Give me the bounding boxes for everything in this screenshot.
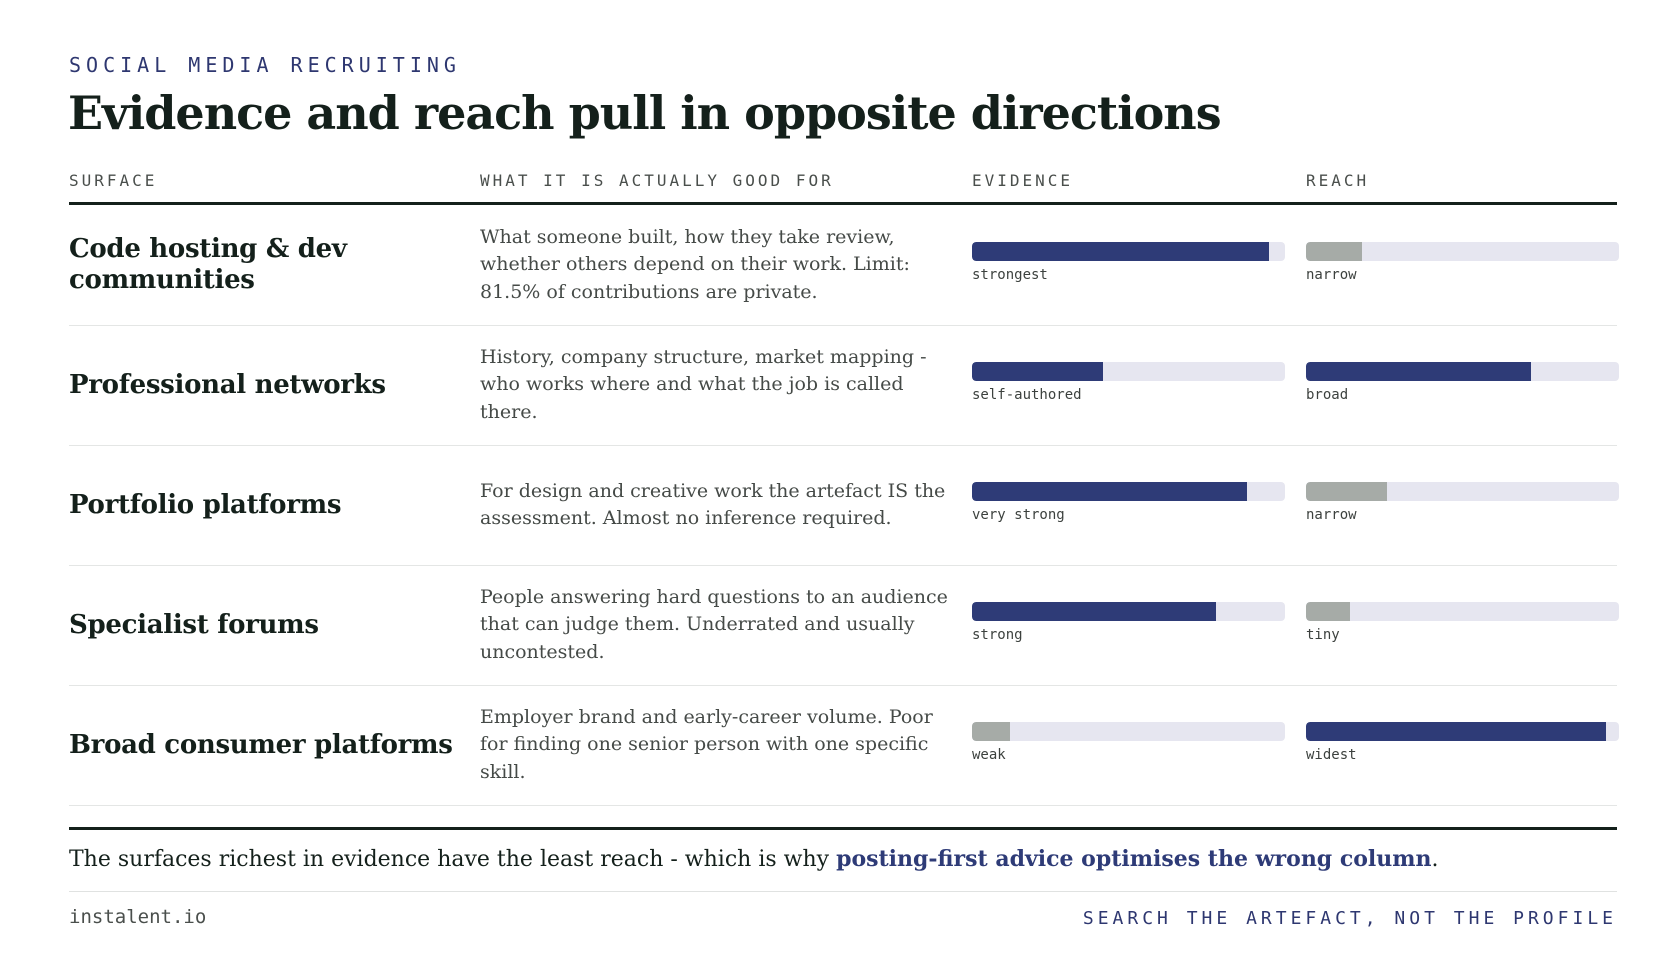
column-header-evidence: EVIDENCE bbox=[972, 171, 1074, 190]
reach-bar bbox=[1306, 242, 1619, 261]
surface-description: For design and creative work the artefac… bbox=[480, 479, 946, 530]
evidence-bar-fill bbox=[972, 242, 1270, 261]
reach-bar bbox=[1306, 362, 1619, 381]
evidence-label: weak bbox=[972, 747, 1006, 763]
reach-label: widest bbox=[1306, 747, 1357, 763]
reach-label: narrow bbox=[1306, 507, 1357, 523]
summary-rule bbox=[69, 827, 1617, 830]
reach-bar-fill bbox=[1306, 482, 1388, 501]
footer-rule bbox=[69, 891, 1617, 892]
reach-bar-fill bbox=[1306, 362, 1532, 381]
header-rule bbox=[69, 202, 1617, 205]
column-header-surface: SURFACE bbox=[69, 171, 158, 190]
site-name: instalent.io bbox=[69, 906, 207, 928]
surface-description: Employer brand and early-career volume. … bbox=[480, 705, 933, 783]
summary-lead: The surfaces richest in evidence have th… bbox=[69, 847, 837, 872]
surface-name: Portfolio platforms bbox=[69, 489, 342, 520]
reach-label: narrow bbox=[1306, 267, 1357, 283]
table-row: Portfolio platforms For design and creat… bbox=[69, 445, 1619, 566]
evidence-bar bbox=[972, 722, 1285, 741]
kicker: SOCIAL MEDIA RECRUITING bbox=[69, 53, 461, 77]
evidence-bar-fill bbox=[972, 482, 1248, 501]
surface-name: Professional networks bbox=[69, 369, 386, 400]
evidence-bar bbox=[972, 242, 1285, 261]
column-header-good-for: WHAT IT IS ACTUALLY GOOD FOR bbox=[480, 171, 834, 190]
evidence-label: strong bbox=[972, 627, 1023, 643]
evidence-bar bbox=[972, 482, 1285, 501]
surface-name: Code hosting & dev communities bbox=[69, 234, 347, 295]
table-row: Specialist forums People answering hard … bbox=[69, 565, 1619, 686]
evidence-label: self-authored bbox=[972, 387, 1082, 403]
reach-bar bbox=[1306, 602, 1619, 621]
surface-name: Specialist forums bbox=[69, 609, 319, 640]
page-title: Evidence and reach pull in opposite dire… bbox=[68, 86, 1222, 140]
evidence-label: very strong bbox=[972, 507, 1065, 523]
reach-bar-fill bbox=[1306, 602, 1350, 621]
table-row: Professional networks History, company s… bbox=[69, 325, 1619, 446]
surface-description: What someone built, how they take review… bbox=[480, 225, 910, 303]
footer-tagline: SEARCH THE ARTEFACT, NOT THE PROFILE bbox=[1082, 908, 1617, 929]
column-header-reach: REACH bbox=[1306, 171, 1370, 190]
reach-label: broad bbox=[1306, 387, 1349, 403]
reach-bar-fill bbox=[1306, 242, 1363, 261]
surface-description: People answering hard questions to an au… bbox=[480, 585, 948, 663]
reach-bar bbox=[1306, 722, 1619, 741]
surface-name: Broad consumer platforms bbox=[69, 729, 453, 760]
reach-bar bbox=[1306, 482, 1619, 501]
summary-text: The surfaces richest in evidence have th… bbox=[69, 846, 1439, 872]
evidence-bar-fill bbox=[972, 362, 1104, 381]
summary-end: . bbox=[1431, 847, 1439, 872]
summary-accent: posting-first advice optimises the wrong… bbox=[836, 846, 1432, 872]
evidence-bar bbox=[972, 362, 1285, 381]
reach-label: tiny bbox=[1306, 627, 1340, 643]
surface-description: History, company structure, market mappi… bbox=[480, 345, 927, 423]
evidence-bar-fill bbox=[972, 602, 1217, 621]
evidence-bar bbox=[972, 602, 1285, 621]
reach-bar-fill bbox=[1306, 722, 1607, 741]
table-row: Broad consumer platforms Employer brand … bbox=[69, 685, 1619, 806]
evidence-label: strongest bbox=[972, 267, 1048, 283]
evidence-bar-fill bbox=[972, 722, 1010, 741]
table-row: Code hosting & dev communities What some… bbox=[69, 205, 1619, 326]
